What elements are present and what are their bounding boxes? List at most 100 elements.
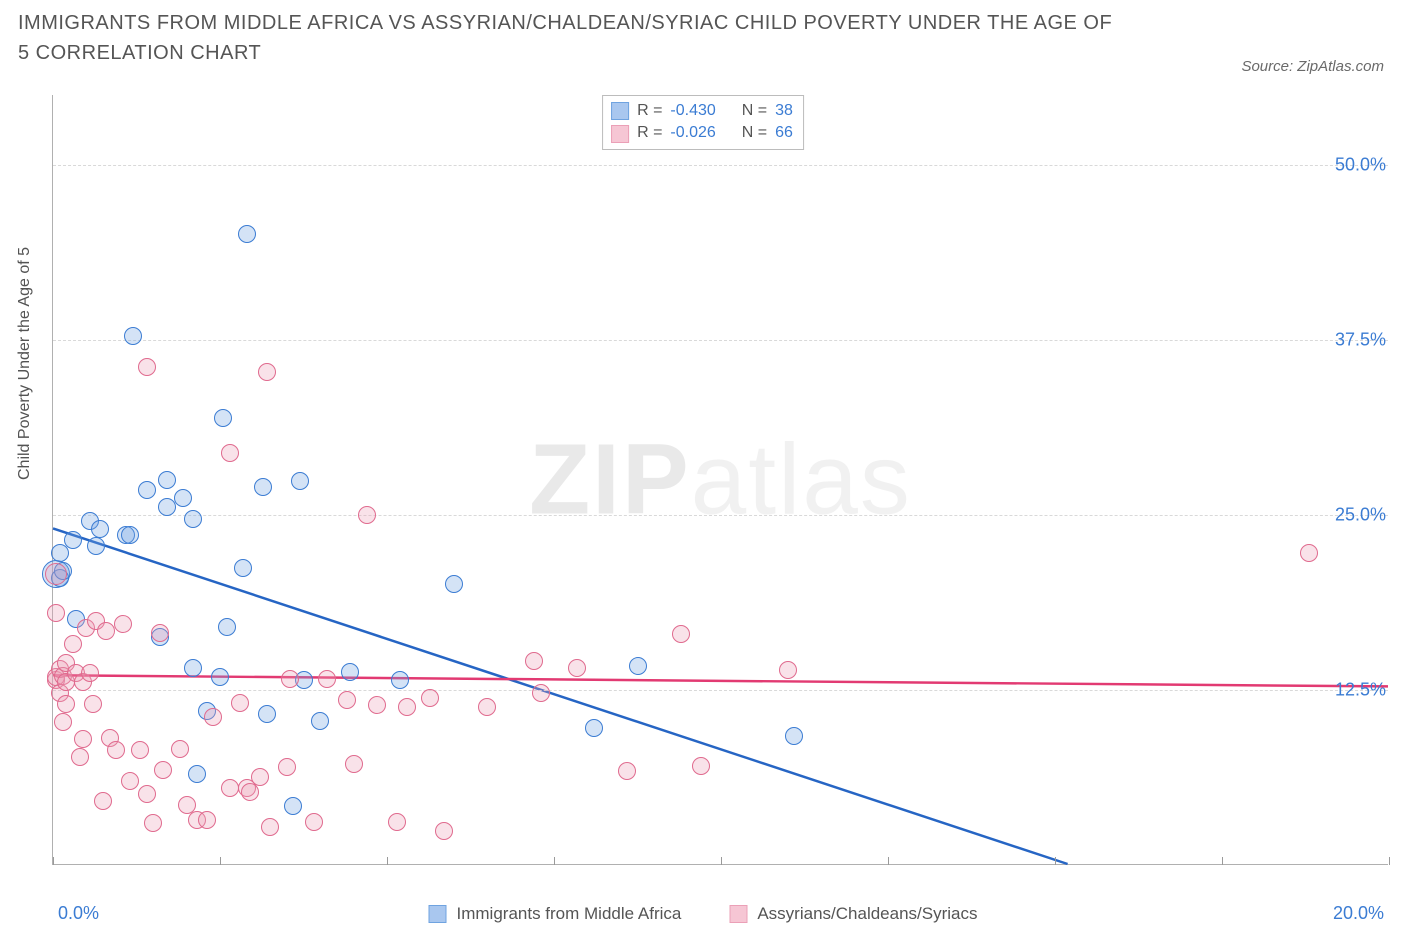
data-point xyxy=(238,225,256,243)
data-point xyxy=(204,708,222,726)
data-point xyxy=(435,822,453,840)
data-point xyxy=(151,624,169,642)
data-point xyxy=(158,471,176,489)
data-point xyxy=(291,472,309,490)
watermark-zip: ZIP xyxy=(529,423,691,535)
legend-item: Immigrants from Middle Africa xyxy=(429,904,682,924)
data-point xyxy=(221,779,239,797)
x-tick xyxy=(554,857,555,865)
data-point xyxy=(692,757,710,775)
legend-n-value: 38 xyxy=(775,100,793,122)
x-tick xyxy=(1222,857,1223,865)
legend-row: R =-0.430N =38 xyxy=(611,100,793,122)
data-point xyxy=(618,762,636,780)
data-point xyxy=(345,755,363,773)
data-point xyxy=(629,657,647,675)
data-point xyxy=(138,481,156,499)
data-point xyxy=(261,818,279,836)
data-point xyxy=(74,730,92,748)
legend-swatch xyxy=(611,102,629,120)
gridline xyxy=(53,340,1388,341)
data-point xyxy=(144,814,162,832)
data-point xyxy=(97,622,115,640)
data-point xyxy=(388,813,406,831)
y-tick-label: 25.0% xyxy=(1335,505,1386,526)
data-point xyxy=(254,478,272,496)
data-point xyxy=(54,713,72,731)
gridline xyxy=(53,515,1388,516)
data-point xyxy=(445,575,463,593)
data-point xyxy=(71,748,89,766)
x-tick xyxy=(1389,857,1390,865)
data-point xyxy=(305,813,323,831)
watermark-atlas: atlas xyxy=(691,423,912,535)
x-tick xyxy=(220,857,221,865)
data-point xyxy=(672,625,690,643)
data-point xyxy=(568,659,586,677)
data-point xyxy=(284,797,302,815)
data-point xyxy=(121,526,139,544)
data-point xyxy=(214,409,232,427)
x-axis-min-label: 0.0% xyxy=(58,903,99,924)
data-point xyxy=(94,792,112,810)
data-point xyxy=(278,758,296,776)
legend-n-label: N = xyxy=(742,100,767,122)
data-point xyxy=(585,719,603,737)
x-tick xyxy=(1055,857,1056,865)
data-point xyxy=(241,783,259,801)
data-point xyxy=(478,698,496,716)
data-point xyxy=(138,358,156,376)
data-point xyxy=(234,559,252,577)
data-point xyxy=(184,659,202,677)
data-point xyxy=(421,689,439,707)
data-point xyxy=(358,506,376,524)
data-point xyxy=(154,761,172,779)
y-tick-label: 37.5% xyxy=(1335,330,1386,351)
data-point xyxy=(785,727,803,745)
legend-n-value: 66 xyxy=(775,122,793,144)
legend-r-label: R = xyxy=(637,122,662,144)
data-point xyxy=(184,510,202,528)
legend-r-label: R = xyxy=(637,100,662,122)
data-point xyxy=(174,489,192,507)
trend-line xyxy=(53,675,1388,686)
gridline xyxy=(53,165,1388,166)
data-point xyxy=(107,741,125,759)
data-point xyxy=(311,712,329,730)
data-point xyxy=(171,740,189,758)
x-tick xyxy=(387,857,388,865)
data-point xyxy=(198,811,216,829)
data-point xyxy=(81,664,99,682)
data-point xyxy=(188,765,206,783)
scatter-plot-area: ZIPatlas xyxy=(52,95,1388,865)
legend-item: Assyrians/Chaldeans/Syriacs xyxy=(729,904,977,924)
watermark: ZIPatlas xyxy=(529,422,912,537)
x-tick xyxy=(888,857,889,865)
data-point xyxy=(532,684,550,702)
data-point xyxy=(211,668,229,686)
data-point xyxy=(131,741,149,759)
data-point xyxy=(391,671,409,689)
trend-lines xyxy=(53,95,1388,864)
data-point xyxy=(1300,544,1318,562)
data-point xyxy=(251,768,269,786)
legend-label: Assyrians/Chaldeans/Syriacs xyxy=(757,904,977,924)
data-point xyxy=(341,663,359,681)
chart-source: Source: ZipAtlas.com xyxy=(1241,58,1384,75)
x-tick xyxy=(53,857,54,865)
series-legend: Immigrants from Middle Africa Assyrians/C… xyxy=(429,904,978,924)
data-point xyxy=(318,670,336,688)
data-point xyxy=(138,785,156,803)
data-point xyxy=(779,661,797,679)
data-point xyxy=(114,615,132,633)
data-point xyxy=(158,498,176,516)
y-axis-title: Child Poverty Under the Age of 5 xyxy=(16,247,34,480)
data-point xyxy=(281,670,299,688)
chart-title: IMMIGRANTS FROM MIDDLE AFRICA VS ASSYRIA… xyxy=(18,8,1118,68)
data-point xyxy=(84,695,102,713)
data-point xyxy=(45,563,67,585)
gridline xyxy=(53,690,1388,691)
data-point xyxy=(121,772,139,790)
data-point xyxy=(368,696,386,714)
y-tick-label: 12.5% xyxy=(1335,680,1386,701)
